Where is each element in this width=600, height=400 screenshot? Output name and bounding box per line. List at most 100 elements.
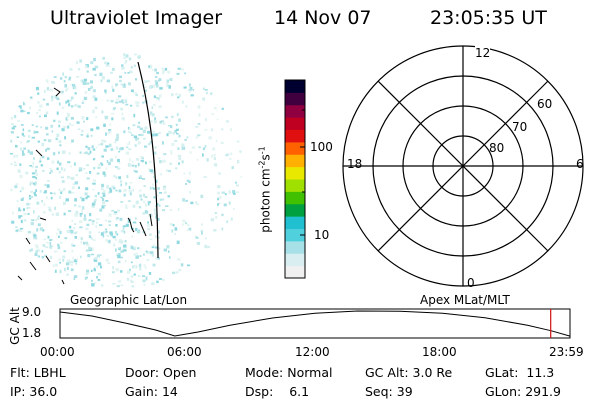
speckle bbox=[44, 114, 47, 118]
speckle bbox=[158, 157, 161, 160]
speckle bbox=[229, 157, 232, 160]
speckle bbox=[138, 54, 141, 57]
speckle bbox=[37, 255, 41, 258]
speckle bbox=[213, 156, 216, 161]
speckle bbox=[44, 183, 47, 186]
speckle bbox=[148, 168, 150, 171]
speckle bbox=[167, 169, 171, 173]
speckle bbox=[49, 209, 52, 212]
speckle bbox=[88, 235, 92, 239]
speckle bbox=[147, 130, 150, 134]
speckle bbox=[44, 254, 48, 257]
speckle bbox=[155, 120, 157, 123]
speckle bbox=[149, 238, 153, 241]
speckle bbox=[196, 242, 201, 245]
speckle bbox=[213, 154, 216, 156]
speckle bbox=[22, 150, 24, 154]
speckle bbox=[27, 237, 30, 240]
speckle bbox=[204, 244, 208, 249]
speckle bbox=[202, 153, 204, 157]
speckle bbox=[82, 81, 86, 85]
speckle bbox=[108, 129, 112, 132]
speckle bbox=[159, 173, 163, 176]
speckle bbox=[45, 111, 49, 114]
speckle bbox=[17, 169, 21, 173]
speckle bbox=[138, 121, 140, 124]
speckle bbox=[75, 262, 78, 265]
speckle bbox=[200, 194, 204, 199]
speckle bbox=[73, 162, 76, 166]
speckle bbox=[90, 80, 94, 84]
speckle bbox=[35, 250, 39, 253]
speckle bbox=[18, 105, 22, 108]
lat-label-70: 70 bbox=[512, 120, 528, 134]
speckle bbox=[42, 244, 46, 247]
speckle bbox=[23, 219, 27, 222]
speckle bbox=[122, 249, 126, 251]
speckle bbox=[45, 126, 49, 130]
speckle bbox=[35, 189, 37, 192]
speckle bbox=[12, 211, 14, 215]
speckle bbox=[43, 202, 46, 207]
speckle bbox=[114, 166, 119, 168]
speckle bbox=[34, 244, 38, 247]
speckle bbox=[162, 278, 165, 281]
timeline-y-tick-max: 9.0 bbox=[22, 305, 42, 319]
mlt-label-6: 6 bbox=[576, 157, 584, 171]
speckle bbox=[138, 141, 142, 144]
speckle bbox=[144, 266, 147, 270]
speckle bbox=[53, 119, 56, 122]
speckle bbox=[91, 222, 95, 226]
speckle bbox=[133, 53, 137, 56]
speckle bbox=[51, 213, 54, 216]
speckle bbox=[71, 263, 73, 266]
speckle bbox=[51, 95, 54, 99]
speckle bbox=[20, 215, 23, 217]
speckle bbox=[72, 186, 75, 190]
coast-line bbox=[25, 237, 31, 245]
speckle bbox=[176, 240, 180, 244]
speckle bbox=[86, 117, 89, 121]
speckle bbox=[85, 196, 88, 200]
speckle bbox=[99, 208, 103, 212]
speckle bbox=[185, 222, 188, 225]
speckle bbox=[90, 86, 93, 89]
speckle bbox=[125, 54, 129, 58]
speckle bbox=[34, 218, 38, 222]
speckle bbox=[175, 271, 179, 274]
speckle bbox=[143, 264, 146, 267]
speckle bbox=[95, 265, 99, 268]
speckle bbox=[69, 165, 72, 168]
speckle bbox=[10, 152, 13, 155]
speckle bbox=[82, 206, 84, 210]
param-door: Door: Open bbox=[125, 365, 197, 380]
speckle bbox=[142, 178, 146, 180]
speckle bbox=[82, 100, 85, 104]
speckle bbox=[42, 229, 45, 232]
speckle bbox=[162, 121, 166, 125]
speckle bbox=[161, 141, 164, 145]
speckle bbox=[236, 140, 240, 143]
speckle bbox=[42, 211, 46, 214]
speckle bbox=[86, 177, 90, 180]
speckle bbox=[32, 182, 35, 185]
coast-line bbox=[39, 217, 47, 221]
speckle bbox=[74, 92, 77, 95]
speckle bbox=[155, 179, 158, 183]
speckle bbox=[54, 263, 58, 267]
speckle bbox=[178, 268, 182, 272]
speckle bbox=[101, 163, 104, 166]
speckle bbox=[39, 189, 42, 193]
speckle bbox=[202, 147, 206, 151]
timeline-x-tick-3: 18:00 bbox=[422, 345, 457, 359]
speckle bbox=[20, 227, 24, 230]
speckle bbox=[142, 129, 146, 133]
speckle bbox=[38, 109, 41, 111]
speckle bbox=[234, 181, 237, 184]
speckle bbox=[108, 239, 111, 244]
speckle bbox=[64, 237, 68, 240]
speckle bbox=[111, 209, 115, 212]
speckle bbox=[85, 145, 88, 148]
speckle bbox=[44, 190, 47, 194]
speckle bbox=[10, 139, 13, 143]
